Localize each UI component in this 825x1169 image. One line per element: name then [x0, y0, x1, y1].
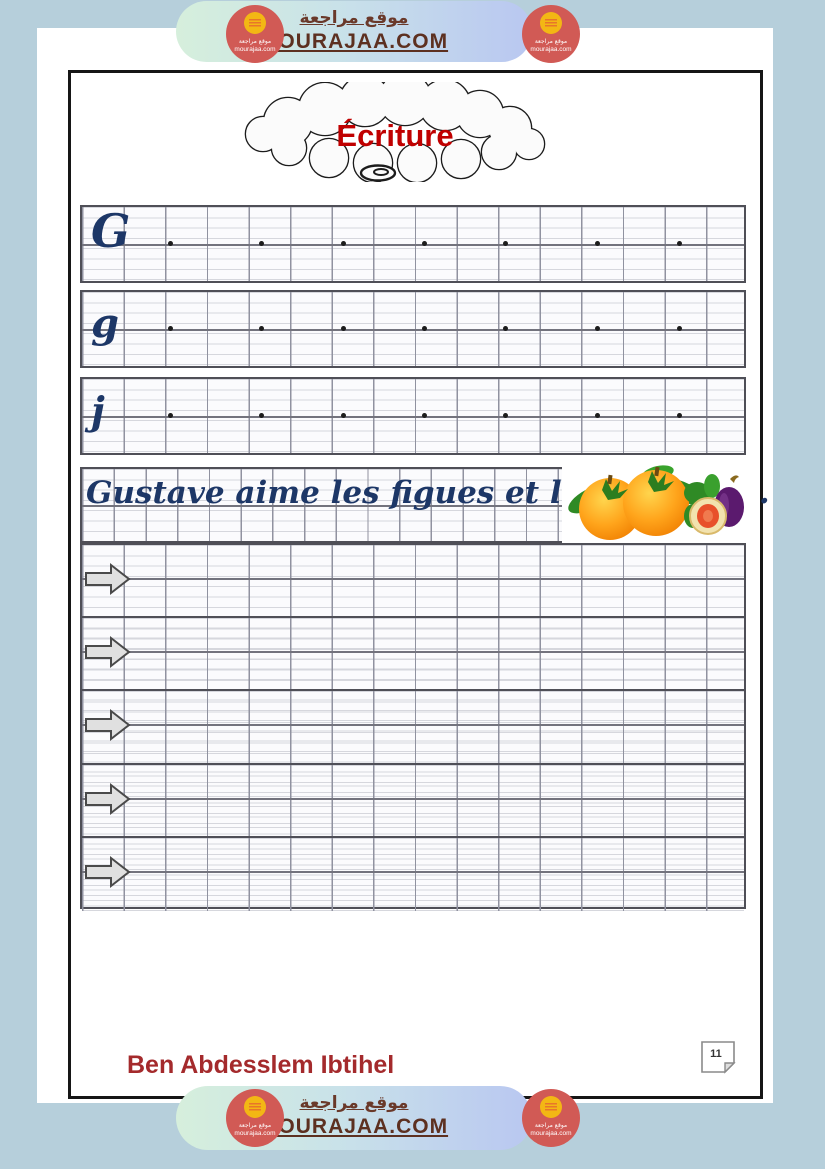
- logo-arabic-label: موقع مراجعة: [238, 1122, 272, 1129]
- baseline-rule: [82, 504, 744, 507]
- practice-dot: [677, 413, 682, 418]
- practice-dot: [168, 413, 173, 418]
- author-name: Ben Abdesslem Ibtihel: [127, 1051, 395, 1079]
- site-arabic-title: موقع مراجعة: [299, 1093, 409, 1113]
- practice-row-capital-g: G: [80, 204, 746, 283]
- arrow-icon: [85, 782, 131, 815]
- writing-row: [82, 837, 744, 911]
- model-letter: G: [91, 204, 131, 258]
- arrow-icon: [85, 562, 131, 596]
- practice-dot: [677, 241, 682, 246]
- practice-dot: [259, 241, 264, 246]
- practice-dot: [341, 241, 346, 246]
- practice-dot: [422, 326, 427, 331]
- logo-book-icon: [545, 1103, 557, 1111]
- practice-dot: [595, 413, 600, 418]
- logo-sun-icon: [540, 1096, 562, 1118]
- baseline-rule: [82, 328, 744, 331]
- logo-domain-label: mourajaa.com: [530, 46, 572, 53]
- writing-grid: [80, 543, 746, 911]
- figs-image: [684, 474, 744, 535]
- practice-dot: [341, 413, 346, 418]
- practice-dot: [168, 326, 173, 331]
- practice-dot: [677, 326, 682, 331]
- site-arabic-title: موقع مراجعة: [299, 8, 409, 28]
- page-title: Écriture: [336, 118, 453, 153]
- model-letter: j: [91, 388, 105, 433]
- fruits-illustration: [562, 461, 748, 543]
- page-number: 11: [710, 1048, 722, 1060]
- practice-dot: [422, 413, 427, 418]
- site-banner-top[interactable]: موقع مراجعة MOURAJAA.COM: [176, 1, 532, 62]
- baseline-rule: [82, 797, 744, 800]
- baseline-rule: [82, 651, 744, 654]
- practice-dot: [503, 326, 508, 331]
- practice-dot: [259, 326, 264, 331]
- practice-dot: [503, 413, 508, 418]
- title-cloud-shape: Écriture: [244, 82, 546, 182]
- baseline-rule: [82, 415, 744, 418]
- model-letter: g: [91, 300, 119, 347]
- baseline-rule: [82, 724, 744, 727]
- practice-dot: [422, 241, 427, 246]
- logo-book-icon: [249, 19, 261, 27]
- practice-dot: [503, 241, 508, 246]
- logo-domain-label: mourajaa.com: [530, 1130, 572, 1137]
- writing-row: [82, 618, 744, 692]
- site-domain-link[interactable]: MOURAJAA.COM: [259, 1115, 449, 1139]
- logo-domain-label: mourajaa.com: [234, 1130, 276, 1137]
- oranges-image: [568, 465, 705, 540]
- site-domain-link[interactable]: MOURAJAA.COM: [259, 30, 449, 54]
- writing-row: [82, 764, 744, 838]
- site-logo-icon: موقع مراجعة mourajaa.com: [522, 5, 580, 63]
- logo-sun-icon: [540, 12, 562, 34]
- logo-arabic-label: موقع مراجعة: [534, 38, 568, 45]
- arrow-icon: [85, 855, 131, 888]
- site-logo-icon: موقع مراجعة mourajaa.com: [226, 1089, 284, 1147]
- thought-bubble-inner-icon: [373, 168, 389, 176]
- page-number-badge: 11: [701, 1041, 736, 1074]
- writing-row: [82, 545, 744, 619]
- site-logo-icon: موقع مراجعة mourajaa.com: [226, 5, 284, 63]
- practice-dot: [341, 326, 346, 331]
- practice-row-small-j: j: [80, 377, 746, 455]
- logo-book-icon: [249, 1103, 261, 1111]
- baseline-rule: [82, 578, 744, 580]
- logo-domain-label: mourajaa.com: [234, 46, 276, 53]
- logo-arabic-label: موقع مراجعة: [238, 38, 272, 45]
- logo-sun-icon: [244, 12, 266, 34]
- baseline-rule: [82, 243, 744, 246]
- practice-row-small-g: g: [80, 290, 746, 368]
- baseline-rule: [82, 870, 744, 873]
- practice-dot: [168, 241, 173, 246]
- site-logo-icon: موقع مراجعة mourajaa.com: [522, 1089, 580, 1147]
- practice-dot: [259, 413, 264, 418]
- logo-sun-icon: [244, 1096, 266, 1118]
- practice-dot: [595, 241, 600, 246]
- logo-book-icon: [545, 19, 557, 27]
- logo-arabic-label: موقع مراجعة: [534, 1122, 568, 1129]
- arrow-icon: [85, 709, 131, 742]
- arrow-icon: [85, 636, 131, 669]
- writing-row: [82, 691, 744, 765]
- practice-dot: [595, 326, 600, 331]
